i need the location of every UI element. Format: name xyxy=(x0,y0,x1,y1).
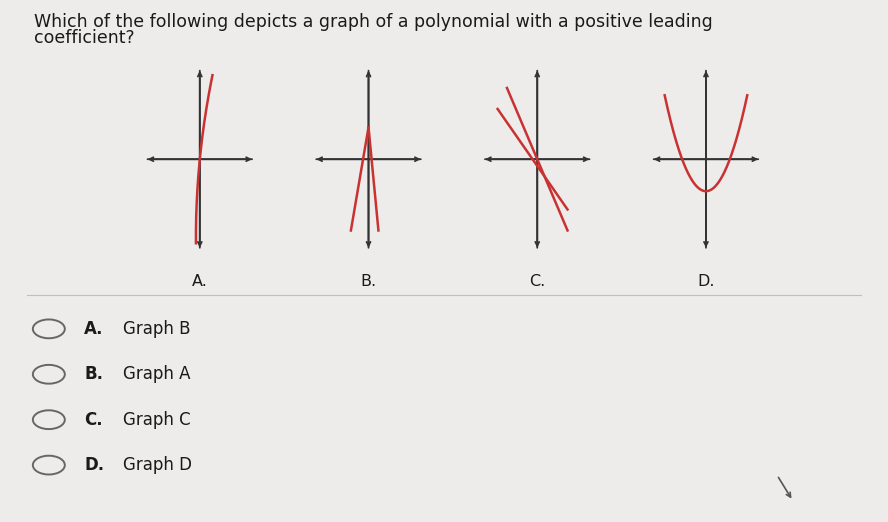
Text: Which of the following depicts a graph of a polynomial with a positive leading: Which of the following depicts a graph o… xyxy=(34,13,712,31)
Text: B.: B. xyxy=(361,274,377,289)
Text: Graph A: Graph A xyxy=(123,365,190,383)
Text: Graph D: Graph D xyxy=(123,456,192,474)
Text: A.: A. xyxy=(84,320,104,338)
Text: D.: D. xyxy=(697,274,715,289)
Text: D.: D. xyxy=(84,456,105,474)
Text: C.: C. xyxy=(84,411,103,429)
Text: C.: C. xyxy=(529,274,545,289)
Text: B.: B. xyxy=(84,365,103,383)
Text: Graph B: Graph B xyxy=(123,320,190,338)
Text: coefficient?: coefficient? xyxy=(34,29,134,46)
Text: A.: A. xyxy=(192,274,208,289)
Text: Graph C: Graph C xyxy=(123,411,190,429)
